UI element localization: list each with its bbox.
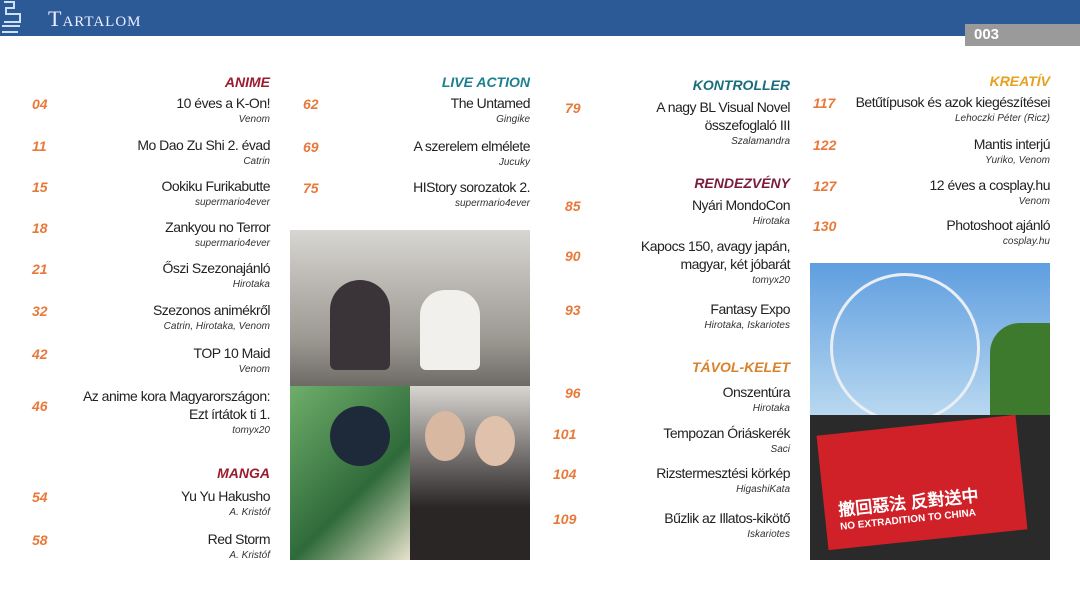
page-number-link[interactable]: 54 xyxy=(32,489,48,505)
page-number-link[interactable]: 62 xyxy=(303,96,319,112)
section-heading: TÁVOL-KELET xyxy=(692,359,790,375)
entry-author: tomyx20 xyxy=(752,275,790,286)
entry-title[interactable]: Fantasy Expo xyxy=(710,301,790,317)
entry-author: Hirotaka xyxy=(752,216,790,227)
page-number: 003 xyxy=(965,24,1080,46)
page-number-link[interactable]: 46 xyxy=(32,398,48,414)
page-title: Tartalom xyxy=(48,6,142,31)
entry-author: Hirotaka xyxy=(752,403,790,414)
history-drama-image xyxy=(410,386,530,560)
yuyu-hakusho-image xyxy=(290,386,410,560)
page-number-link[interactable]: 04 xyxy=(32,96,48,112)
entry-title[interactable]: Ookiku Furikabutte xyxy=(161,178,271,194)
logo-icon xyxy=(2,1,21,33)
entry-author: Gingike xyxy=(496,114,530,125)
entry-author: Venom xyxy=(238,364,270,375)
entry-author: supermario4ever xyxy=(194,238,270,249)
entry-author: Lehoczki Péter (Ricz) xyxy=(954,113,1050,124)
entry-title[interactable]: magyar, két jóbarát xyxy=(680,256,790,272)
entry-title[interactable]: A szerelem elmélete xyxy=(413,138,530,154)
page-number-link[interactable]: 93 xyxy=(565,302,581,318)
entry-title[interactable]: The Untamed xyxy=(450,95,531,111)
entry-author: Iskariotes xyxy=(747,529,790,540)
entry-title[interactable]: Red Storm xyxy=(207,531,271,547)
entry-author: A. Kristóf xyxy=(229,507,270,518)
page-number-link[interactable]: 11 xyxy=(32,138,47,154)
entry-title[interactable]: Mo Dao Zu Shi 2. évad xyxy=(137,137,270,153)
entry-title[interactable]: HIStory sorozatok 2. xyxy=(413,179,530,195)
section-heading: KONTROLLER xyxy=(692,77,790,93)
section-heading: RENDEZVÉNY xyxy=(694,175,790,191)
entry-title[interactable]: Onszentúra xyxy=(722,384,791,400)
entry-author: cosplay.hu xyxy=(1002,236,1050,247)
entry-author: supermario4ever xyxy=(194,197,270,208)
page-number-link[interactable]: 90 xyxy=(565,248,581,264)
entry-title[interactable]: Bűzlik az Illatos-kikötő xyxy=(664,510,790,526)
section-heading: MANGA xyxy=(217,465,270,481)
entry-author: Venom xyxy=(238,114,270,125)
entry-title[interactable]: Rizstermesztési körkép xyxy=(656,465,790,481)
page-number-link[interactable]: 96 xyxy=(565,385,581,401)
section-heading: ANIME xyxy=(224,74,270,90)
untamed-illustration xyxy=(290,230,530,386)
page-number-link[interactable]: 79 xyxy=(565,100,581,116)
page-number-link[interactable]: 15 xyxy=(32,179,48,195)
page-number-link[interactable]: 122 xyxy=(813,137,837,153)
page-number-link[interactable]: 101 xyxy=(553,426,577,442)
entry-title[interactable]: Photoshoot ajánló xyxy=(946,217,1050,233)
page-number-link[interactable]: 117 xyxy=(813,95,836,111)
page-number-link[interactable]: 104 xyxy=(553,466,577,482)
entry-author: Yuriko, Venom xyxy=(985,155,1050,166)
entry-title[interactable]: 10 éves a K-On! xyxy=(176,95,270,111)
page-number-link[interactable]: 85 xyxy=(565,198,581,214)
entry-author: Catrin xyxy=(243,156,270,167)
section-heading: KREATÍV xyxy=(989,73,1050,89)
entry-author: Hirotaka, Iskariotes xyxy=(704,320,790,331)
entry-title[interactable]: Zankyou no Terror xyxy=(165,219,270,235)
entry-title[interactable]: Ezt írtátok ti 1. xyxy=(189,406,270,422)
entry-title[interactable]: Szezonos animékről xyxy=(152,302,271,318)
entry-title[interactable]: TOP 10 Maid xyxy=(193,345,271,361)
entry-title[interactable]: Yu Yu Hakusho xyxy=(181,488,270,504)
page-number-link[interactable]: 130 xyxy=(813,218,837,234)
entry-title[interactable]: Az anime kora Magyarországon: xyxy=(82,388,271,404)
entry-title[interactable]: Betűtípusok és azok kiegészítései xyxy=(855,94,1051,110)
entry-author: Venom xyxy=(1018,196,1050,207)
page-number-link[interactable]: 69 xyxy=(303,139,319,155)
entry-author: Saci xyxy=(770,444,790,455)
page-number-link[interactable]: 58 xyxy=(32,532,48,548)
page-number-link[interactable]: 127 xyxy=(813,178,837,194)
entry-title[interactable]: A nagy BL Visual Novel xyxy=(656,99,790,115)
protest-image: 撤回惡法 反對送中 NO EXTRADITION TO CHINA xyxy=(810,415,1050,560)
entry-author: Catrin, Hirotaka, Venom xyxy=(163,321,270,332)
page-number-link[interactable]: 21 xyxy=(32,261,48,277)
entry-author: supermario4ever xyxy=(454,198,530,209)
page-number-link[interactable]: 109 xyxy=(553,511,577,527)
entry-author: tomyx20 xyxy=(232,425,270,436)
entry-author: HigashiKata xyxy=(736,484,790,495)
entry-title[interactable]: Kapocs 150, avagy japán, xyxy=(640,238,791,254)
header-bar: Tartalom xyxy=(0,0,1080,36)
page-number-link[interactable]: 75 xyxy=(303,180,319,196)
page-number-link[interactable]: 32 xyxy=(32,303,48,319)
entry-title[interactable]: 12 éves a cosplay.hu xyxy=(929,177,1051,193)
entry-author: Jucuky xyxy=(498,157,530,168)
entry-title[interactable]: Nyári MondoCon xyxy=(691,197,791,213)
page-number-link[interactable]: 18 xyxy=(32,220,48,236)
entry-title[interactable]: összefoglaló III xyxy=(704,117,791,133)
entry-title[interactable]: Mantis interjú xyxy=(973,136,1051,152)
entry-author: Szalamandra xyxy=(731,136,790,147)
entry-title[interactable]: Tempozan Óriáskerék xyxy=(663,425,790,441)
page-number-link[interactable]: 42 xyxy=(32,346,48,362)
entry-author: Hirotaka xyxy=(232,279,270,290)
section-heading: LIVE ACTION xyxy=(441,74,530,90)
ferris-wheel-image xyxy=(810,263,1050,415)
entry-title[interactable]: Őszi Szezonajánló xyxy=(162,260,271,276)
entry-author: A. Kristóf xyxy=(229,550,270,561)
